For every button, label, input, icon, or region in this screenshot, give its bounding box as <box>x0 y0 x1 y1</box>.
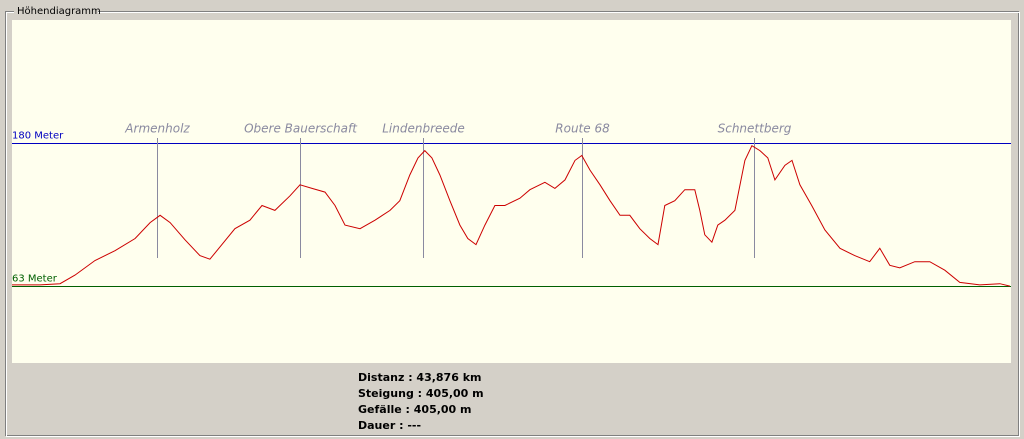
plot-area <box>12 20 1011 363</box>
stat: Distanz : 43,876 km <box>358 371 481 384</box>
stat: Steigung : 405,00 m <box>358 387 484 400</box>
stat: Gefälle : 405,00 m <box>358 403 472 416</box>
waypoint-label: Obere Bauerschaft <box>244 122 358 136</box>
waypoint-label: Route 68 <box>555 122 610 136</box>
waypoint-label: Armenholz <box>124 122 190 136</box>
group-title-bg <box>14 5 98 17</box>
elevation-line <box>12 144 1011 287</box>
waypoint-label: Lindenbreede <box>382 122 465 136</box>
plot: 63 Meter 180 Meter Armenholz Obere Bauersch… <box>12 122 1011 287</box>
group-border <box>5 11 1019 436</box>
stat: Dauer : --- <box>358 419 421 432</box>
group-title: Höhendiagramm <box>17 6 101 17</box>
group-border-light <box>6 12 1020 437</box>
waypoint-label: Schnettberg <box>718 122 792 136</box>
reference-label: 63 Meter <box>12 274 58 285</box>
reference-label: 180 Meter <box>12 131 64 142</box>
